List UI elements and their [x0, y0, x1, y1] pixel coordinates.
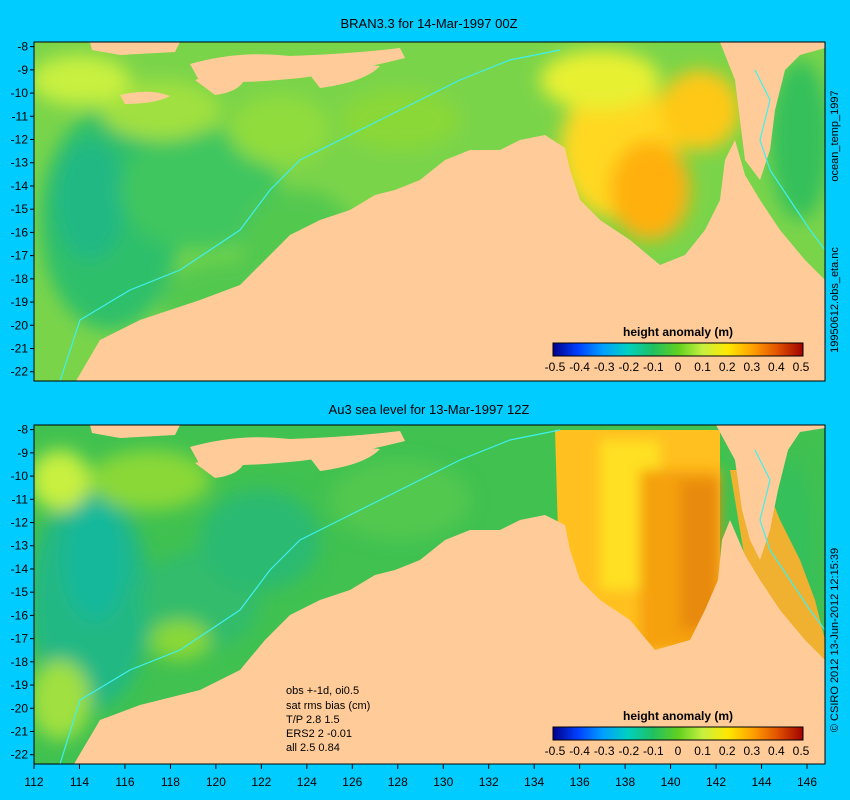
- bottom-colorbar-ticks: -0.5 -0.4 -0.3 -0.2 -0.1 0 0.1 0.2 0.3 0.4 0.5: [545, 744, 810, 758]
- bottom-y-tick-label: -14: [11, 562, 29, 576]
- top-colorbar-label: height anomaly (m): [623, 325, 733, 339]
- top-colorbar-tick-label: -0.2: [618, 360, 639, 374]
- x-tick-label: 118: [161, 775, 180, 789]
- bottom-y-tick-label: -18: [11, 655, 29, 669]
- x-tick-label: 138: [615, 775, 635, 789]
- top-y-tick-label: -10: [11, 86, 29, 100]
- x-tick-label: 126: [342, 775, 362, 789]
- top-colorbar-tick-label: 0.3: [743, 360, 760, 374]
- bottom-y-tick-label: -9: [17, 446, 28, 460]
- bottom-y-tick-label: -8: [17, 423, 28, 437]
- top-y-tick-label: -12: [11, 133, 29, 147]
- side-label-copyright: © CSIRO 2012 13-Jun-2012 12:15:39: [829, 548, 841, 732]
- top-colorbar: [552, 342, 804, 357]
- bottom-y-tick-label: -20: [11, 701, 29, 715]
- side-label-dataset: ocean_temp_1997: [829, 90, 841, 181]
- stats-line-5: all 2.5 0.84: [286, 742, 340, 754]
- bottom-colorbar-tick-label: 0: [675, 744, 682, 758]
- top-y-tick-label: -22: [11, 365, 29, 379]
- top-colorbar-tick-label: 0.2: [719, 360, 736, 374]
- x-tick-label: 132: [479, 775, 499, 789]
- bottom-y-tick-label: -16: [11, 608, 29, 622]
- bottom-map: [34, 425, 825, 764]
- top-y-tick-label: -17: [11, 249, 29, 263]
- bottom-y-tick-label: -11: [12, 492, 29, 506]
- bottom-colorbar-tick-label: 0.3: [743, 744, 760, 758]
- top-y-tick-label: -16: [11, 225, 29, 239]
- bottom-colorbar-tick-label: -0.2: [618, 744, 639, 758]
- bottom-colorbar-tick-label: -0.4: [569, 744, 590, 758]
- x-tick-label: 140: [661, 775, 681, 789]
- x-tick-label: 120: [206, 775, 226, 789]
- x-tick-label: 114: [70, 775, 89, 789]
- x-tick-label: 130: [433, 775, 453, 789]
- bottom-colorbar: [552, 726, 804, 741]
- top-y-tick-label: -18: [11, 272, 29, 286]
- x-tick-label: 124: [297, 775, 317, 789]
- bottom-y-tick-label: -22: [11, 748, 29, 762]
- bottom-colorbar-tick-label: -0.1: [643, 744, 664, 758]
- bottom-panel-title: Au3 sea level for 13-Mar-1997 12Z: [329, 402, 530, 417]
- top-y-tick-label: -20: [11, 318, 29, 332]
- bottom-y-tick-label: -13: [11, 539, 29, 553]
- bottom-colorbar-tick-label: 0.5: [793, 744, 810, 758]
- side-label-file: 19950612.obs_eta.nc: [829, 247, 841, 353]
- bottom-colorbar-tick-label: -0.5: [545, 744, 566, 758]
- top-colorbar-tick-label: -0.1: [643, 360, 664, 374]
- top-colorbar-ticks: -0.5 -0.4 -0.3 -0.2 -0.1 0 0.1 0.2 0.3 0.4 0.5: [545, 360, 810, 374]
- top-colorbar-tick-label: -0.3: [594, 360, 615, 374]
- x-tick-label: 142: [706, 775, 726, 789]
- bottom-y-axis: -8 -9 -10 -11 -12 -13 -14 -15 -16 -17 -18 -19 -20 -21…: [11, 423, 34, 762]
- bottom-y-tick-label: -21: [11, 724, 29, 738]
- top-colorbar-tick-label: 0.5: [793, 360, 810, 374]
- top-colorbar-tick-label: 0: [675, 360, 682, 374]
- top-colorbar-tick-label: -0.5: [545, 360, 566, 374]
- top-y-tick-label: -8: [17, 40, 28, 54]
- top-y-tick-label: -15: [11, 202, 29, 216]
- x-tick-label: 116: [115, 775, 134, 789]
- top-y-tick-label: -11: [12, 109, 29, 123]
- top-y-tick-label: -19: [11, 295, 29, 309]
- stats-line-1: obs +-1d, oi0.5: [286, 685, 359, 697]
- top-y-tick-label: -14: [11, 179, 29, 193]
- bottom-colorbar-label: height anomaly (m): [623, 709, 733, 723]
- bottom-y-tick-label: -10: [11, 469, 29, 483]
- x-tick-label: 144: [752, 775, 772, 789]
- x-tick-label: 146: [797, 775, 817, 789]
- bottom-y-tick-label: -19: [11, 678, 29, 692]
- top-y-axis: -8 -9 -10 -11 -12 -13 -14 -15 -16 -17 -18 -19 -20 -21…: [11, 40, 34, 379]
- bottom-y-tick-label: -12: [11, 516, 29, 530]
- top-panel-title: BRAN3.3 for 14-Mar-1997 00Z: [340, 16, 517, 31]
- x-tick-label: 112: [24, 775, 43, 789]
- top-y-tick-label: -21: [11, 341, 29, 355]
- top-colorbar-tick-label: 0.1: [694, 360, 711, 374]
- bottom-y-tick-label: -15: [11, 585, 29, 599]
- x-tick-label: 136: [570, 775, 590, 789]
- top-colorbar-tick-label: 0.4: [768, 360, 785, 374]
- x-axis: 112 114 116 118 120 122 124 126 128 130 132 134 136 1…: [24, 764, 817, 789]
- top-colorbar-tick-label: -0.4: [569, 360, 590, 374]
- bottom-colorbar-tick-label: 0.4: [768, 744, 785, 758]
- top-y-tick-label: -13: [11, 156, 29, 170]
- x-tick-label: 122: [251, 775, 271, 789]
- top-map: [34, 42, 825, 381]
- bottom-y-tick-label: -17: [11, 632, 29, 646]
- stats-line-4: ERS2 2 -0.01: [286, 728, 352, 740]
- bottom-colorbar-tick-label: 0.2: [719, 744, 736, 758]
- top-y-tick-label: -9: [17, 63, 28, 77]
- stats-line-3: T/P 2.8 1.5: [286, 714, 340, 726]
- x-tick-label: 128: [388, 775, 408, 789]
- bottom-colorbar-tick-label: 0.1: [694, 744, 711, 758]
- x-tick-label: 134: [524, 775, 544, 789]
- bottom-colorbar-tick-label: -0.3: [594, 744, 615, 758]
- stats-line-2: sat rms bias (cm): [286, 700, 370, 712]
